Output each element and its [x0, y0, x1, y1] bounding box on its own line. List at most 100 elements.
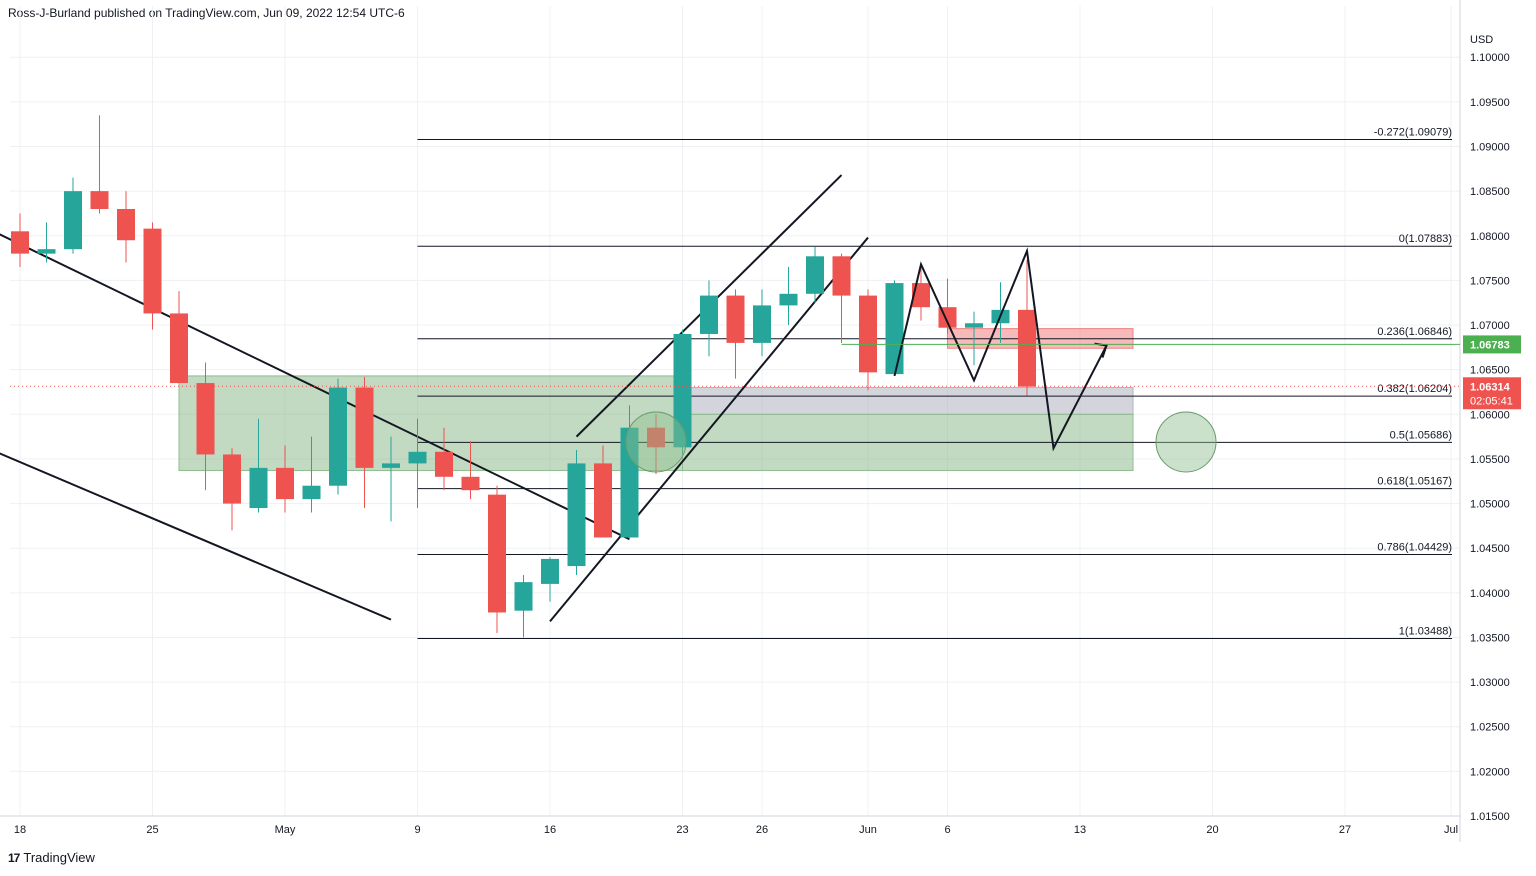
time-tick-label: 13	[1074, 824, 1086, 836]
fib-level-label: -0.272(1.09079)	[1374, 126, 1452, 138]
candle-up	[37, 249, 56, 254]
candle-down	[594, 463, 612, 538]
price-tags: 1.06783 1.06314 02:05:41	[10, 335, 1521, 410]
price-tick-label: 1.02000	[1470, 766, 1510, 778]
projection-layer	[625, 247, 1217, 473]
candles-layer	[11, 115, 1036, 638]
tradingview-logo[interactable]: 17 TradingView	[8, 850, 95, 865]
candle-up	[700, 295, 718, 334]
price-tick-label: 1.09000	[1470, 142, 1510, 154]
zones-layer	[178, 328, 1134, 472]
price-tick-label: 1.06000	[1470, 409, 1510, 421]
target-circle	[1155, 411, 1217, 473]
price-tick-label: 1.05000	[1470, 499, 1510, 511]
price-tick-label: 1.04500	[1470, 543, 1510, 555]
time-tick-label: 16	[544, 824, 556, 836]
support-zone-gray	[682, 387, 1134, 415]
candle-down	[1018, 309, 1036, 387]
time-tick-label: May	[275, 824, 296, 836]
candle-down	[355, 387, 374, 468]
candle-down	[647, 427, 665, 448]
price-tick-label: 1.08000	[1470, 231, 1510, 243]
price-tick-label: 1.07500	[1470, 275, 1510, 287]
price-tick-label: 1.03500	[1470, 632, 1510, 644]
candle-up	[567, 463, 586, 567]
candle-down	[832, 256, 851, 296]
time-tick-label: Jul	[1444, 824, 1458, 836]
candle-up	[806, 256, 824, 294]
candle-down	[912, 283, 930, 308]
candle-up	[64, 191, 82, 250]
fib-level-label: 0.5(1.05686)	[1390, 429, 1452, 441]
price-tick-label: 1.07000	[1470, 320, 1510, 332]
candle-down	[435, 451, 453, 477]
candle-up	[514, 582, 533, 611]
projection-path	[893, 247, 1108, 452]
fib-level-label: 0.236(1.06846)	[1377, 326, 1452, 338]
fib-level-label: 0(1.07883)	[1399, 233, 1452, 245]
time-tick-label: 6	[944, 824, 950, 836]
fib-level-label: 1(1.03488)	[1399, 626, 1452, 638]
time-tick-label: 27	[1339, 824, 1351, 836]
descending-channel-lower	[0, 452, 392, 621]
time-tick-label: 26	[756, 824, 768, 836]
tradingview-logo-icon: 17	[8, 850, 20, 865]
candle-up	[408, 451, 427, 464]
price-tag-label: 1.06783	[1470, 339, 1510, 351]
candle-down	[170, 313, 188, 384]
price-tick-label: 1.02500	[1470, 722, 1510, 734]
candle-down	[117, 208, 135, 241]
retest-circle	[625, 411, 687, 473]
publisher-header: Ross-J-Burland published on TradingView.…	[8, 6, 405, 20]
fibonacci-retracement: -0.272(1.09079) 0(1.07883) 0.236(1.06846) 0…	[417, 126, 1452, 640]
candle-down	[90, 191, 109, 209]
time-tick-label: 25	[146, 824, 158, 836]
candle-down	[488, 494, 506, 613]
candle-up	[541, 558, 559, 584]
candle-down	[11, 231, 29, 254]
candle-down	[859, 295, 877, 373]
candle-down	[143, 228, 162, 314]
candle-up	[753, 305, 771, 343]
time-tick-label: 20	[1206, 824, 1218, 836]
price-axis[interactable]: USD 1.10000 1.09500 1.09000 1.08500 1.08000 1.…	[1459, 0, 1510, 842]
candle-down	[461, 476, 480, 491]
price-tick-label: 1.01500	[1470, 811, 1510, 823]
candle-down	[726, 295, 745, 343]
candle-up	[965, 323, 983, 328]
brand-name: TradingView	[23, 850, 95, 865]
countdown-label: 02:05:41	[1470, 395, 1513, 407]
currency-label: USD	[1470, 34, 1493, 46]
candle-down	[196, 383, 215, 455]
candle-up	[382, 463, 400, 468]
time-tick-label: Jun	[859, 824, 877, 836]
candle-up	[302, 485, 321, 500]
price-tick-label: 1.06500	[1470, 365, 1510, 377]
price-tick-label: 1.04000	[1470, 588, 1510, 600]
candle-up	[329, 387, 347, 486]
price-tick-label: 1.03000	[1470, 677, 1510, 689]
price-tag-bg	[1463, 335, 1521, 354]
last-price-tag-bg	[1463, 377, 1521, 410]
time-tick-label: 18	[14, 824, 26, 836]
candle-up	[249, 467, 268, 509]
candle-up	[620, 427, 639, 538]
last-price-label: 1.06314	[1470, 381, 1511, 393]
fib-level-label: 0.786(1.04429)	[1377, 542, 1452, 554]
support-zone-left	[178, 375, 683, 472]
candle-up	[673, 333, 692, 448]
price-tick-label: 1.10000	[1470, 52, 1510, 64]
time-axis[interactable]: 18 25 May 9 16 23 26 Jun 6 13 20 27 Jul	[0, 815, 1460, 836]
candle-down	[223, 454, 241, 504]
price-tick-label: 1.08500	[1470, 186, 1510, 198]
fib-level-label: 0.382(1.06204)	[1377, 383, 1452, 395]
descending-channel-upper	[0, 233, 630, 541]
candle-up	[885, 283, 904, 375]
price-tick-label: 1.05500	[1470, 454, 1510, 466]
time-tick-label: 9	[414, 824, 420, 836]
fib-level-label: 0.618(1.05167)	[1377, 476, 1452, 488]
candle-up	[779, 293, 798, 306]
time-tick-label: 23	[676, 824, 688, 836]
candle-down	[276, 467, 294, 500]
